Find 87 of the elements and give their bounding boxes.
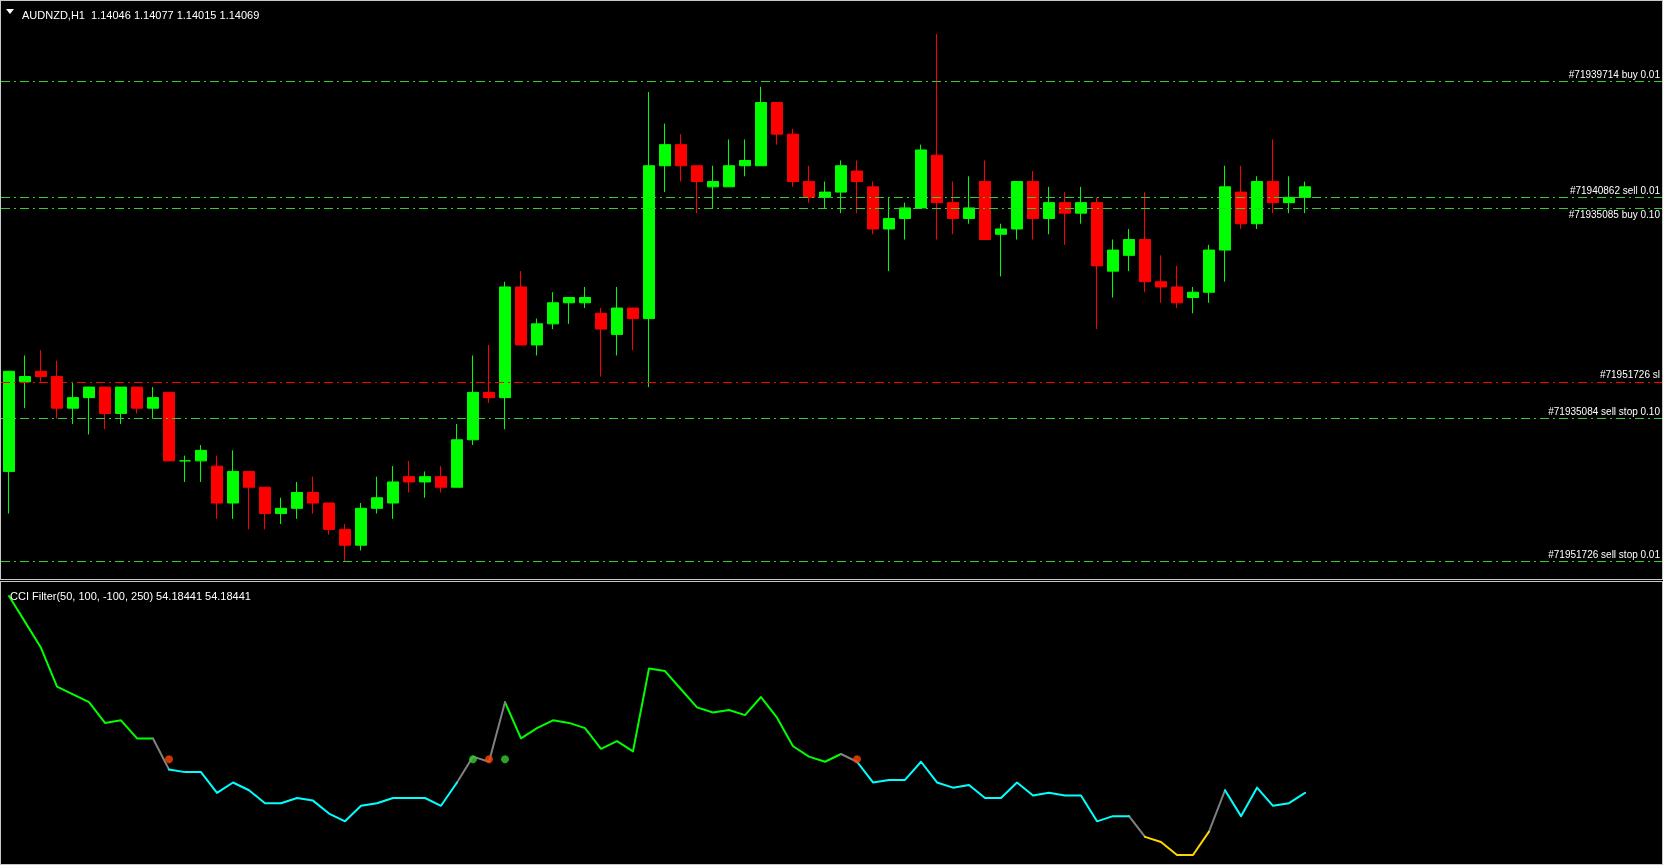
candlestick: [1219, 165, 1231, 283]
candlestick: [1011, 181, 1023, 241]
candlestick: [259, 486, 271, 530]
candlestick: [931, 33, 943, 241]
candlestick: [739, 138, 751, 177]
candlestick: [659, 123, 671, 193]
candlestick: [1091, 196, 1103, 330]
candlestick: [979, 159, 991, 241]
candlestick: [3, 370, 15, 515]
candlestick: [803, 165, 815, 204]
candlestick: [195, 444, 207, 483]
candlestick: [1203, 244, 1215, 304]
candlestick: [147, 386, 159, 420]
candlestick: [579, 286, 591, 309]
candlestick: [387, 465, 399, 520]
candlestick: [819, 181, 831, 209]
ref-line-label: #71940862 sell 0.01: [1569, 184, 1661, 196]
candlestick: [1107, 239, 1119, 298]
ref-line-label: #71935085 buy 0.10: [1568, 209, 1661, 221]
candlestick: [211, 455, 223, 520]
candlestick: [755, 86, 767, 167]
candlestick: [419, 470, 431, 499]
candlestick: [1267, 138, 1279, 214]
candlestick: [883, 196, 895, 272]
candlestick: [915, 144, 927, 209]
candlestick: [995, 223, 1007, 277]
candlestick: [563, 297, 575, 325]
ref-line-label: #71939714 buy 0.01: [1568, 68, 1661, 80]
chart-title: AUDNZD,H1 1.14046 1.14077 1.14015 1.14069: [22, 8, 260, 21]
candlestick: [1155, 254, 1167, 304]
candlestick: [19, 354, 31, 409]
candlestick: [643, 91, 655, 388]
candlestick: [515, 270, 527, 346]
candlestick: [1043, 186, 1055, 235]
candlestick: [787, 128, 799, 188]
candlestick: [275, 497, 287, 525]
candlestick: [1075, 186, 1087, 225]
candlestick: [723, 138, 735, 188]
candlestick: [547, 291, 559, 330]
candlestick: [499, 281, 511, 430]
candlestick: [403, 460, 415, 493]
candlestick: [451, 423, 463, 488]
candlestick: [1235, 165, 1247, 230]
candlestick: [675, 133, 687, 183]
candlestick: [435, 465, 447, 493]
candlestick: [835, 159, 847, 214]
candlestick: [179, 455, 191, 483]
candlestick: [1059, 191, 1071, 246]
candlestick: [1123, 228, 1135, 272]
candlestick: [83, 386, 95, 436]
candlestick: [1299, 181, 1311, 214]
candlestick: [595, 307, 607, 378]
candlestick: [707, 165, 719, 209]
candlestick: [627, 307, 639, 351]
candlestick: [307, 476, 319, 515]
chart-title: CCI Filter(50, 100, -100, 250) 54.18441 54.18441: [10, 589, 251, 602]
candlestick: [99, 386, 111, 430]
candlestick: [867, 181, 879, 235]
ref-line-label: #71951726 sl: [1599, 369, 1660, 381]
candlestick: [115, 386, 127, 425]
candlestick: [611, 286, 623, 356]
candlestick: [467, 354, 479, 446]
candlestick: [371, 476, 383, 515]
candlestick: [131, 386, 143, 414]
ref-line-label: #71935084 sell stop 0.10: [1548, 406, 1661, 418]
candlestick: [771, 102, 783, 146]
candlestick: [963, 175, 975, 225]
candlestick: [243, 470, 255, 530]
candlestick: [947, 181, 959, 235]
candlestick: [1139, 191, 1151, 293]
candlestick: [227, 449, 239, 520]
candlestick: [339, 523, 351, 562]
candlestick: [163, 391, 175, 462]
candlestick: [67, 381, 79, 425]
candlestick: [851, 159, 863, 214]
candlestick: [355, 502, 367, 551]
candlestick: [1283, 175, 1295, 214]
candlestick: [691, 165, 703, 214]
candlestick: [1171, 265, 1183, 309]
ref-line-label: #71951726 sell stop 0.01: [1548, 548, 1661, 560]
candlestick: [899, 202, 911, 241]
candlestick: [1027, 170, 1039, 241]
candlestick: [1251, 175, 1263, 230]
candlestick: [291, 481, 303, 520]
candlestick: [531, 318, 543, 356]
candlestick: [1187, 286, 1199, 314]
candlestick: [323, 502, 335, 536]
